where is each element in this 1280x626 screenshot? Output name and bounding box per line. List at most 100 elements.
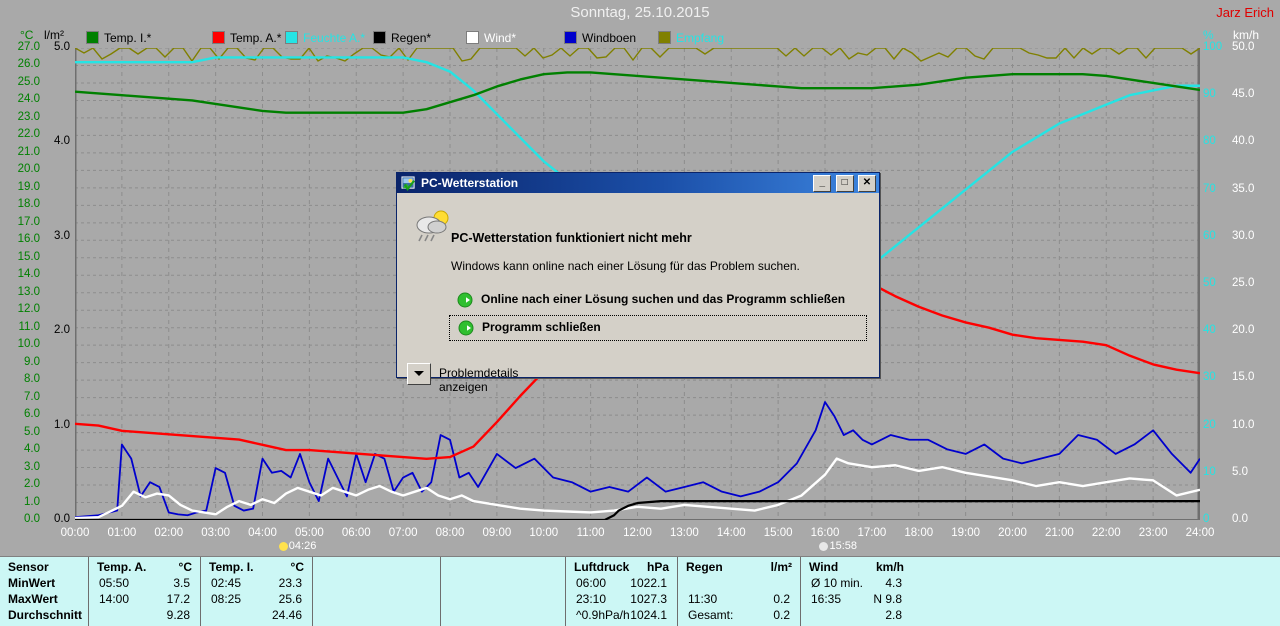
table-row xyxy=(678,576,800,592)
search-online-option[interactable]: Online nach einer Lösung suchen und das … xyxy=(449,288,867,314)
xtick-time: 12:00 xyxy=(623,527,652,539)
xtick-time: 05:00 xyxy=(294,527,324,539)
table-row: ^0.9hPa/h 1024.1 xyxy=(566,608,677,624)
cell-time: ^0.9hPa/h xyxy=(576,608,630,622)
cell-value: 0.2 xyxy=(773,608,790,622)
ytick-humidity: 50 xyxy=(1203,277,1216,289)
legend-item-temp-a[interactable]: Temp. A.* xyxy=(212,31,281,45)
cell-time: 23:10 xyxy=(576,592,607,606)
xtick-time: 11:00 xyxy=(576,527,605,539)
xtick-time: 18:00 xyxy=(904,527,934,539)
ytick-temperature: 9.0 xyxy=(24,355,40,368)
ytick-wind: 15.0 xyxy=(1232,371,1255,384)
ytick-temperature: 13.0 xyxy=(17,285,40,298)
column-header-label: Sensor xyxy=(8,560,49,574)
table-header-row xyxy=(441,560,565,576)
table-header-row: Regen l/m² xyxy=(678,560,800,576)
legend-item-feuchte-a[interactable]: Feuchte A.* xyxy=(285,31,365,45)
ytick-wind: 5.0 xyxy=(1232,465,1248,478)
legend-item-regen[interactable]: Regen* xyxy=(373,31,431,45)
xtick-time: 10:00 xyxy=(529,527,559,539)
table-row: 06:00 1022.1 xyxy=(566,576,677,592)
close-button[interactable]: ✕ xyxy=(858,175,876,192)
ytick-rain: 3.0 xyxy=(54,229,70,242)
table-column-sensor: Sensor MinWert MaxWert Durchschnitt xyxy=(0,557,88,626)
ytick-humidity: 20 xyxy=(1203,418,1216,431)
xtick-time: 13:00 xyxy=(669,527,699,539)
close-program-option[interactable]: Programm schließen xyxy=(449,315,867,341)
xtick-time: 19:00 xyxy=(951,527,981,539)
chart-date-title: Sonntag, 25.10.2015 xyxy=(570,4,710,21)
xtick-time: 22:00 xyxy=(1091,527,1121,539)
table-row: 24.46 xyxy=(201,608,312,624)
ytick-rain: 2.0 xyxy=(54,324,70,337)
cell-time: 02:45 xyxy=(211,576,242,590)
cell-value: 24.46 xyxy=(271,608,302,622)
table-header-row: Temp. A. °C xyxy=(89,560,200,576)
ytick-rain: 5.0 xyxy=(54,41,70,53)
cell-time: 08:25 xyxy=(211,592,242,606)
xtick-time: 07:00 xyxy=(388,527,418,539)
xtick-time: 23:00 xyxy=(1138,527,1168,539)
xtick-time: 00:00 xyxy=(60,527,90,539)
xtick-time: 15:00 xyxy=(763,527,793,539)
weather-app-error-icon xyxy=(416,210,449,242)
ytick-wind: 50.0 xyxy=(1232,41,1255,53)
table-header-row xyxy=(313,560,440,576)
column-unit-label: l/m² xyxy=(770,560,792,574)
xtick-time: 06:00 xyxy=(341,527,371,539)
table-row: Durchschnitt xyxy=(0,608,88,624)
minimize-button[interactable]: _ xyxy=(813,175,832,192)
ytick-temperature: 7.0 xyxy=(24,390,40,403)
xtick-time: 14:00 xyxy=(716,527,746,539)
ytick-wind: 35.0 xyxy=(1232,182,1255,195)
legend-label: Windboen xyxy=(582,31,637,45)
ytick-temperature: 1.0 xyxy=(24,495,40,508)
table-header-row: Sensor xyxy=(0,560,88,576)
legend-item-wind[interactable]: Wind* xyxy=(466,31,516,45)
table-row: Gesamt: 0.2 xyxy=(678,608,800,624)
column-header-label: Temp. I. xyxy=(209,560,254,574)
table-column-temp-a: Temp. A. °C 05:50 3.5 14:00 17.2 9.28 xyxy=(88,557,200,626)
ytick-temperature: 18.0 xyxy=(17,198,40,211)
table-row: 16:35 N 9.8 xyxy=(801,592,912,608)
chevron-down-icon xyxy=(414,371,424,376)
cell-value: 0.2 xyxy=(773,592,790,606)
ytick-temperature: 5.0 xyxy=(24,425,40,438)
legend-label: Feuchte A.* xyxy=(303,31,366,45)
legend-item-empfang[interactable]: Empfang xyxy=(658,31,724,45)
axis-unit-temperature: °C xyxy=(20,28,34,42)
row-label: MinWert xyxy=(8,576,56,590)
column-unit-label: °C xyxy=(290,560,304,574)
ytick-humidity: 90 xyxy=(1203,88,1216,101)
maximize-button[interactable]: □ xyxy=(835,175,854,192)
series-temp-i xyxy=(75,71,1200,114)
legend-item-temp-i[interactable]: Temp. I.* xyxy=(86,31,151,45)
cell-value: 23.3 xyxy=(278,576,302,590)
ytick-rain: 0.0 xyxy=(54,513,70,525)
legend-swatch xyxy=(285,31,298,44)
close-program-label: Programm schließen xyxy=(482,320,601,334)
legend-swatch xyxy=(466,31,479,44)
dialog-title-bar[interactable]: PC-Wetterstation _ □ ✕ xyxy=(397,173,879,193)
table-row: MaxWert xyxy=(0,592,88,608)
table-header-row: Temp. I. °C xyxy=(201,560,312,576)
cell-value: 9.28 xyxy=(166,608,190,622)
legend-swatch xyxy=(564,31,577,44)
ytick-wind: 20.0 xyxy=(1232,324,1255,337)
ytick-humidity: 70 xyxy=(1203,182,1216,195)
table-column-empty-2 xyxy=(440,557,565,626)
ytick-humidity: 30 xyxy=(1203,371,1216,384)
column-header-label: Regen xyxy=(686,560,723,574)
legend-swatch xyxy=(658,31,671,44)
table-row: 23:10 1027.3 xyxy=(566,592,677,608)
legend-item-windboen[interactable]: Windboen xyxy=(564,31,636,45)
table-row: 08:25 25.6 xyxy=(201,592,312,608)
xtick-time: 20:00 xyxy=(998,527,1027,539)
ytick-humidity: 40 xyxy=(1203,324,1216,337)
cell-value: 3.5 xyxy=(173,576,190,590)
ytick-wind: 45.0 xyxy=(1232,88,1255,101)
ytick-wind: 0.0 xyxy=(1232,513,1248,525)
xtick-time: 24:00 xyxy=(1185,527,1215,539)
expand-details-button[interactable] xyxy=(407,363,431,385)
